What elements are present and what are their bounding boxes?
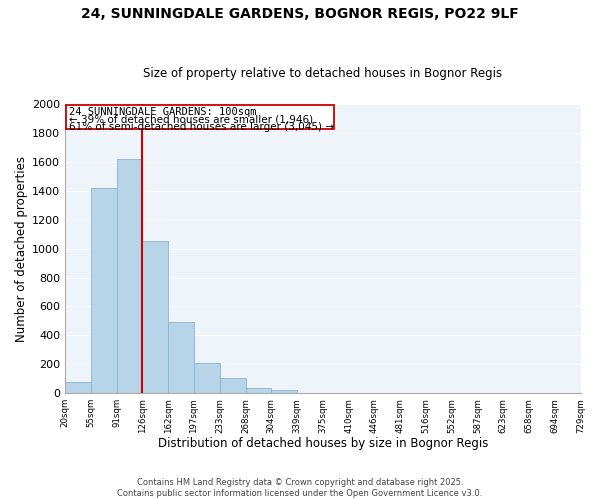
Bar	[168, 322, 194, 393]
Y-axis label: Number of detached properties: Number of detached properties	[15, 156, 28, 342]
Bar	[271, 390, 297, 393]
Bar	[91, 188, 116, 393]
Title: Size of property relative to detached houses in Bognor Regis: Size of property relative to detached ho…	[143, 66, 502, 80]
Bar	[142, 242, 168, 393]
Bar	[220, 378, 245, 393]
Text: ← 39% of detached houses are smaller (1,946): ← 39% of detached houses are smaller (1,…	[69, 114, 313, 124]
Bar	[245, 388, 271, 393]
Bar	[194, 364, 220, 393]
Bar	[116, 159, 142, 393]
X-axis label: Distribution of detached houses by size in Bognor Regis: Distribution of detached houses by size …	[158, 437, 488, 450]
FancyBboxPatch shape	[67, 105, 334, 129]
Text: 24, SUNNINGDALE GARDENS, BOGNOR REGIS, PO22 9LF: 24, SUNNINGDALE GARDENS, BOGNOR REGIS, P…	[81, 8, 519, 22]
Text: 61% of semi-detached houses are larger (3,045) →: 61% of semi-detached houses are larger (…	[69, 122, 334, 132]
Text: Contains HM Land Registry data © Crown copyright and database right 2025.
Contai: Contains HM Land Registry data © Crown c…	[118, 478, 482, 498]
Bar	[65, 382, 91, 393]
Text: 24 SUNNINGDALE GARDENS: 100sqm: 24 SUNNINGDALE GARDENS: 100sqm	[69, 106, 257, 117]
